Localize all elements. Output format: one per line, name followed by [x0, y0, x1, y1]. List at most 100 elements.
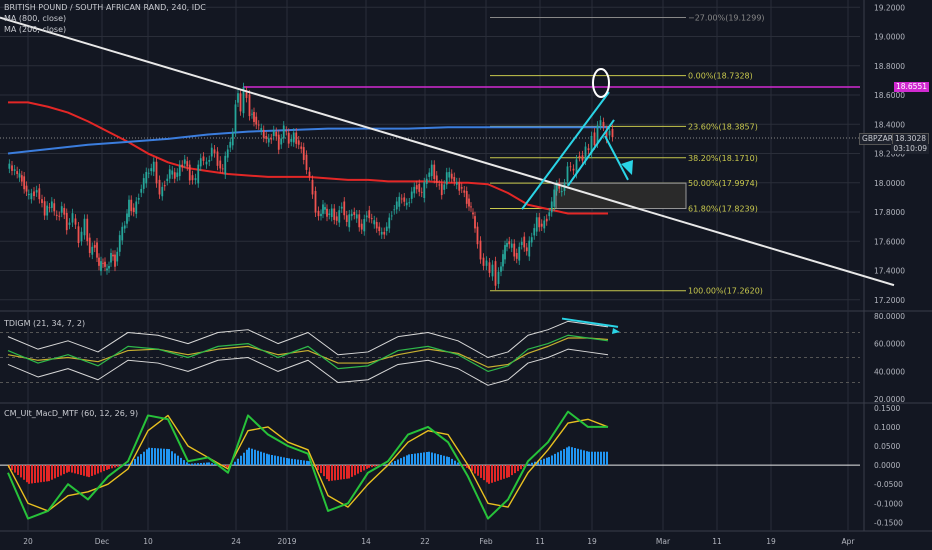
candle-body: [181, 164, 184, 168]
tdi-rsi-line: [7, 334, 609, 373]
macd-histogram-bar: [151, 447, 153, 466]
macd-histogram-bar: [268, 454, 270, 466]
candle-body: [245, 90, 248, 98]
macd-histogram-bar: [31, 465, 33, 484]
macd-histogram-bar: [591, 451, 593, 466]
fib-zone-box: [555, 182, 687, 210]
macd-line: [7, 410, 608, 520]
candle-body: [33, 191, 35, 197]
macd-y-tick-label: -0.0500: [874, 480, 903, 489]
candle-body: [121, 226, 124, 241]
macd-histogram-bar: [143, 451, 145, 466]
macd-histogram-bar: [371, 465, 373, 468]
candle-body: [58, 215, 61, 217]
candle-body: [161, 186, 164, 197]
candle-body: [438, 184, 441, 186]
x-tick-label: Mar: [656, 537, 671, 546]
candle-body: [197, 164, 200, 184]
macd-histogram-bar: [246, 449, 248, 466]
candle-body: [231, 132, 234, 146]
candle-body: [292, 132, 295, 143]
x-tick-label: 11: [712, 537, 722, 546]
candle-body: [173, 172, 176, 179]
macd-histogram-bar: [251, 448, 253, 466]
macd-histogram-bar: [563, 449, 565, 466]
candle-body: [538, 217, 541, 228]
candle-body: [176, 172, 179, 177]
candle-body: [155, 161, 158, 184]
fib-level-label: 61.80%(17.8239): [688, 205, 758, 214]
candle-body: [453, 176, 456, 182]
candle-body: [46, 205, 49, 216]
macd-histogram-bar: [406, 455, 408, 466]
candle-body: [403, 197, 406, 202]
candle-body: [460, 187, 463, 189]
candle-body: [135, 201, 138, 214]
macd-histogram-bar: [337, 465, 339, 480]
candle-body: [106, 268, 108, 271]
macd-histogram-bar: [168, 449, 170, 466]
macd-histogram-bar: [17, 465, 19, 475]
x-tick-label: 24: [231, 537, 241, 546]
tdi-lower-band: [7, 348, 609, 386]
macd-histogram-bar: [40, 465, 42, 483]
macd-histogram-bar: [248, 447, 250, 466]
candle-body: [71, 213, 74, 223]
candle-body: [186, 161, 189, 167]
candle-body: [25, 185, 28, 192]
candle-body: [8, 163, 11, 169]
macd-histogram-bar: [363, 465, 365, 471]
macd-histogram-bar: [411, 453, 413, 466]
candle-body: [520, 241, 523, 246]
candle-body: [395, 201, 398, 210]
macd-y-tick-label: -0.1000: [874, 499, 903, 508]
macd-histogram-bar: [354, 465, 356, 476]
candle-body: [435, 175, 438, 183]
fib-level-label: 23.60%(18.3857): [688, 122, 758, 131]
candle-body: [43, 201, 46, 216]
macd-histogram-bar: [497, 465, 499, 481]
macd-histogram-bar: [486, 465, 488, 483]
candle-body: [530, 237, 533, 243]
candle-body: [226, 149, 229, 158]
candle-body: [602, 121, 605, 127]
macd-histogram-bar: [586, 451, 588, 466]
candle-body: [270, 138, 273, 140]
candle-body: [390, 215, 393, 217]
candle-body: [378, 226, 381, 232]
macd-histogram-bar: [306, 460, 308, 466]
candle-body: [272, 130, 275, 136]
fib-level-label: 100.00%(17.2620): [688, 287, 763, 296]
macd-histogram-bar: [574, 447, 576, 466]
macd-histogram-bar: [20, 465, 22, 478]
candle-body: [128, 199, 130, 217]
candle-body: [425, 178, 428, 184]
macd-histogram-bar: [340, 465, 342, 480]
macd-histogram-bar: [126, 464, 128, 466]
y-tick-label: 18.8000: [874, 62, 905, 71]
macd-histogram-bar: [171, 451, 173, 466]
macd-histogram-bar: [471, 465, 473, 472]
macd-histogram-bar: [420, 452, 422, 466]
candle-body: [50, 201, 53, 208]
candle-body: [297, 140, 300, 145]
tdi-y-tick-label: 40.0000: [874, 367, 905, 376]
candle-body: [491, 264, 494, 277]
candle-body: [140, 188, 143, 193]
macd-histogram-bar: [37, 465, 39, 483]
candle-body: [126, 213, 128, 224]
candle-body: [55, 214, 58, 216]
macd-y-tick-label: -0.1500: [874, 518, 903, 527]
candle-body: [611, 128, 614, 138]
macd-histogram-bar: [237, 458, 239, 466]
candle-body: [572, 168, 575, 171]
candle-body: [280, 138, 283, 145]
candle-body: [333, 208, 336, 220]
macd-histogram-bar: [97, 465, 99, 474]
macd-histogram-bar: [386, 464, 388, 466]
y-tick-label: 18.4000: [874, 120, 905, 129]
macd-histogram-bar: [546, 457, 548, 466]
candle-body: [360, 223, 363, 230]
macd-histogram-bar: [403, 456, 405, 466]
